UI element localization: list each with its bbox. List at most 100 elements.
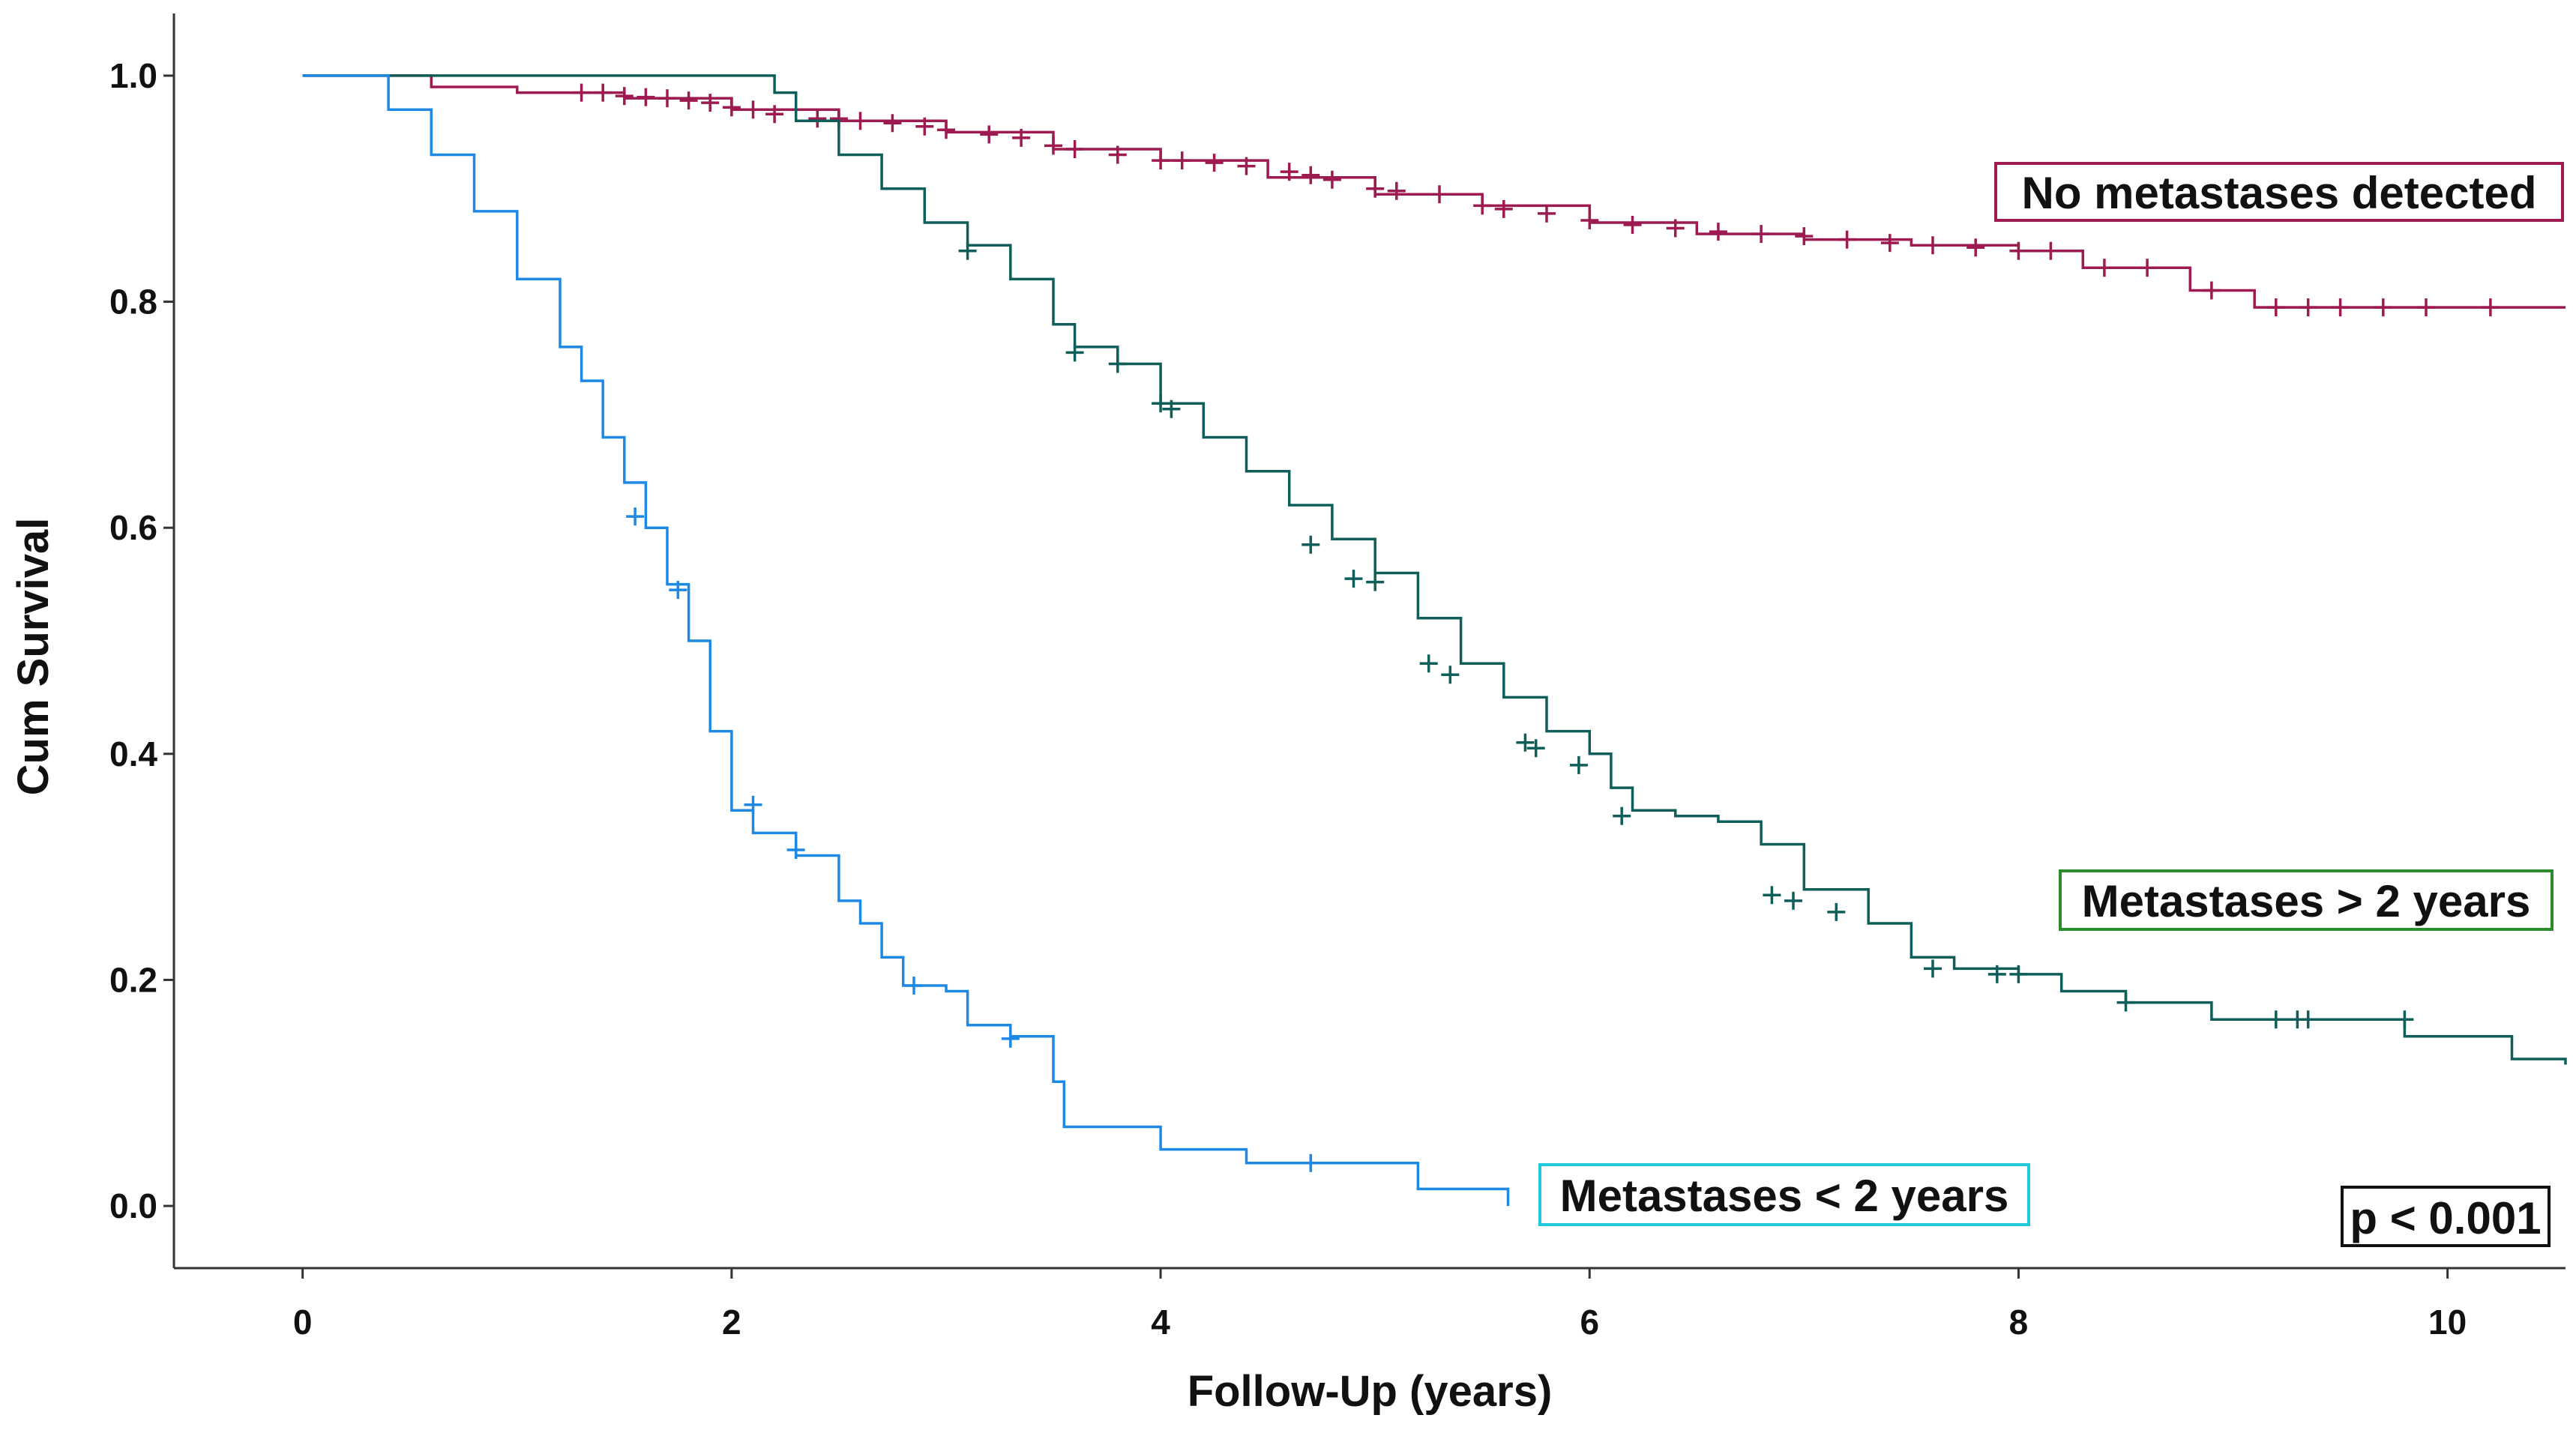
censor-mark: [626, 507, 645, 526]
censor-mark: [1613, 806, 1631, 825]
censor-mark: [2095, 259, 2113, 277]
censor-mark: [1784, 891, 1802, 910]
legend-box-no-metastases: [1994, 162, 2564, 222]
legend-box-metastases-gt-2: [2059, 869, 2554, 931]
y-tick-label: 0.8: [109, 283, 157, 322]
censor-mark: [744, 100, 762, 119]
censor-mark: [1366, 573, 1385, 591]
censor-mark: [808, 109, 827, 128]
censor-mark: [701, 94, 720, 112]
y-tick-label: 0.4: [109, 734, 157, 773]
censor-mark: [786, 841, 805, 859]
censor-mark: [1966, 238, 1985, 257]
censor-mark: [1441, 666, 1460, 684]
censor-mark: [937, 121, 955, 139]
y-tick-label: 0.6: [109, 508, 157, 547]
legend-item-metastases-gt-2: Metastases > 2 years: [2059, 869, 2554, 931]
censor-mark: [1108, 145, 1127, 164]
x-axis-title: Follow-Up (years): [1188, 1367, 1553, 1416]
censor-mark: [1430, 185, 1448, 204]
censor-mark: [1237, 157, 1256, 175]
censor-mark: [1044, 136, 1062, 155]
censor-mark: [1065, 140, 1084, 158]
x-ticks: 0 2 4 6 8 10: [293, 1268, 2467, 1342]
censor-mark: [1924, 959, 1942, 978]
censor-mark: [1387, 181, 1406, 200]
survival-curve-metastases-2-years: [302, 74, 2567, 1065]
censor-mark: [594, 83, 613, 102]
censor-mark: [615, 87, 634, 106]
censor-mark: [2041, 241, 2060, 260]
legend: No metastases detected Metastases > 2 ye…: [1538, 162, 2564, 1247]
censor-mark: [2481, 298, 2500, 317]
censor-mark: [1152, 394, 1170, 413]
censor-mark: [1280, 163, 1298, 181]
censor-mark: [1752, 225, 1771, 244]
censor-mark: [2138, 259, 2157, 277]
censor-mark: [1301, 166, 1320, 184]
censor-mark: [2009, 241, 2028, 260]
censor-mark: [1709, 223, 1727, 241]
p-value-annotation: p < 0.001: [2341, 1186, 2551, 1247]
series-metastases-2-years: [302, 74, 2567, 1065]
censor-mark: [1012, 128, 1031, 147]
censor-mark: [658, 89, 676, 108]
censor-mark: [1987, 965, 2006, 983]
x-tick-label: 4: [1151, 1303, 1170, 1342]
censor-mark: [1322, 170, 1341, 189]
censor-mark: [1924, 236, 1942, 255]
censor-mark: [1538, 204, 1556, 223]
censor-mark: [765, 105, 784, 124]
censor-mark: [1301, 535, 1320, 554]
censor-mark: [1494, 199, 1513, 218]
axes: [172, 13, 2566, 1270]
censor-mark: [572, 83, 591, 102]
y-tick-label: 0.0: [109, 1186, 157, 1225]
series-no-metastases-detected: [302, 74, 2566, 317]
censor-mark: [1173, 151, 1191, 170]
censor-mark: [1763, 886, 1781, 905]
censor-mark: [2299, 298, 2317, 317]
censor-mark: [1838, 230, 1856, 249]
p-value-label: p < 0.001: [2350, 1193, 2541, 1243]
legend-label-no-metastases: No metastases detected: [2022, 168, 2537, 218]
legend-item-metastases-lt-2: Metastases < 2 years: [1538, 1163, 2030, 1226]
legend-box-metastases-lt-2: [1538, 1163, 2030, 1226]
censor-mark: [2299, 1010, 2317, 1029]
censor-mark: [883, 114, 902, 133]
censor-mark: [1827, 902, 1846, 921]
p-value-box: [2341, 1186, 2551, 1247]
censor-mark: [1001, 1029, 1020, 1048]
y-ticks: 0.0 0.2 0.4 0.6 0.8 1.0: [109, 56, 174, 1225]
censor-mark: [915, 117, 934, 136]
censor-mark: [1526, 739, 1545, 758]
censor-mark: [1152, 151, 1170, 170]
y-axis-title: Cum Survival: [9, 518, 58, 796]
censor-mark: [2331, 298, 2350, 317]
censor-mark: [980, 125, 999, 144]
censor-mark: [958, 241, 977, 260]
censor-mark: [2116, 993, 2135, 1012]
censor-mark: [1344, 570, 1363, 588]
censor-mark: [1795, 227, 1814, 246]
censor-mark: [669, 581, 687, 600]
censor-mark: [1301, 1153, 1320, 1172]
censor-mark: [1666, 219, 1685, 238]
censor-mark: [905, 977, 923, 995]
series-layer: [302, 74, 2567, 1207]
censor-mark: [722, 98, 741, 117]
censor-mark: [637, 88, 655, 106]
censor-mark: [1065, 343, 1084, 362]
censor-mark: [1516, 733, 1535, 752]
censor-mark: [1108, 355, 1127, 373]
x-tick-label: 10: [2428, 1303, 2467, 1342]
legend-item-no-metastases: No metastases detected: [1994, 162, 2564, 222]
censor-mark: [1569, 755, 1588, 774]
censor-mark: [851, 112, 870, 130]
censor-mark: [1880, 234, 1899, 253]
censor-mark: [1623, 216, 1642, 234]
censor-mark: [2009, 965, 2028, 983]
x-tick-label: 8: [2009, 1303, 2029, 1342]
censor-mark: [1205, 154, 1224, 172]
censor-mark: [679, 91, 698, 110]
